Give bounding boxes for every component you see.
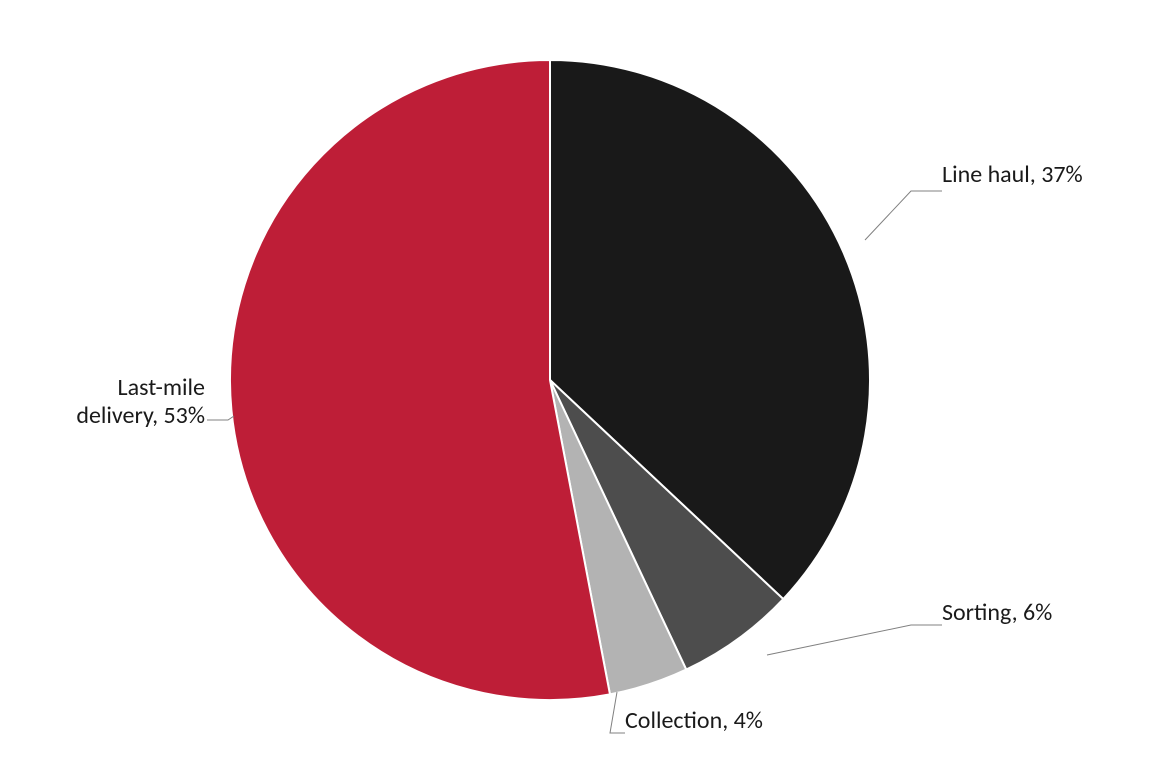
slice-label: Last-miledelivery, 53% <box>76 373 205 430</box>
leader-line <box>865 191 942 240</box>
slice-label: Line haul, 37% <box>942 160 1083 189</box>
leader-line <box>207 416 234 420</box>
slice-label: Sorting, 6% <box>942 598 1052 627</box>
leader-line <box>767 625 942 655</box>
slice-label: Collection, 4% <box>625 706 763 735</box>
pie-chart: Line haul, 37% Sorting, 6% Collection, 4% L… <box>0 0 1156 762</box>
leader-line <box>610 692 625 733</box>
